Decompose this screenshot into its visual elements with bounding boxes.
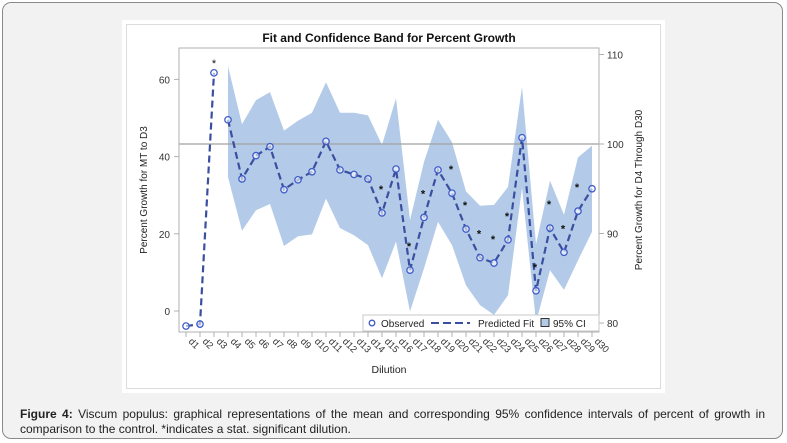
y-left-tick-label: 0 <box>164 307 170 318</box>
confidence-band <box>228 66 592 323</box>
observed-point <box>588 184 596 193</box>
legend: Observed Predicted Fit 95% CI <box>362 314 600 332</box>
observed-point <box>252 151 260 160</box>
y-right-tick-label: 110 <box>607 51 623 62</box>
observed-point <box>462 225 470 233</box>
observed-point <box>350 170 358 179</box>
observed-markers-layer <box>182 68 596 330</box>
legend-ci-label: 95% CI <box>553 319 586 330</box>
x-tick-label: d7 <box>270 336 285 351</box>
observed-point <box>378 209 386 217</box>
observed-point <box>322 137 330 146</box>
confidence-band-layer <box>228 66 592 323</box>
observed-point <box>504 235 512 244</box>
caption-text: Viscum populus: graphical representation… <box>20 407 765 436</box>
figure-caption: Figure 4: Viscum populus: graphical repr… <box>20 407 765 437</box>
significance-star: * <box>407 241 412 253</box>
legend-fit-label: Predicted Fit <box>478 319 534 330</box>
observed-point <box>336 166 344 174</box>
observed-point <box>224 115 232 124</box>
significance-markers-layer: * * * * * * * * * * * * * <box>212 58 580 274</box>
legend-box <box>362 314 600 332</box>
observed-point <box>210 68 218 77</box>
significance-star: * <box>421 188 426 200</box>
observed-point <box>266 142 274 151</box>
observed-point <box>364 175 372 183</box>
significance-star: * <box>561 223 566 235</box>
x-tick-label: d8 <box>284 336 299 351</box>
significance-star: * <box>477 229 482 241</box>
x-tick-label: d4 <box>228 336 243 351</box>
observed-point <box>574 207 582 215</box>
x-axis-label: Dilution <box>371 364 406 376</box>
legend-ci-symbol <box>540 318 550 327</box>
observed-point <box>476 253 484 262</box>
plot-frame <box>178 47 600 333</box>
x-tick-label: d9 <box>298 336 313 351</box>
observed-point <box>308 167 316 176</box>
x-tick-label: d1 <box>186 336 201 351</box>
y-right-tick-label: 90 <box>607 230 619 241</box>
x-tick-label: d30 <box>592 336 611 355</box>
significance-star: * <box>449 164 454 176</box>
significance-star: * <box>379 184 384 196</box>
x-tick-label: d2 <box>200 336 215 351</box>
y-left-tick-label: 20 <box>159 230 171 241</box>
observed-point <box>196 320 204 328</box>
observed-point <box>420 213 428 222</box>
observed-point <box>546 224 554 232</box>
significance-star: * <box>505 211 510 223</box>
observed-point <box>434 166 442 174</box>
observed-point <box>532 286 540 295</box>
y-left-tick-label: 40 <box>159 153 171 164</box>
significance-star: * <box>491 234 496 246</box>
y-left-tick-label: 60 <box>159 75 171 86</box>
x-tick-label: d6 <box>256 336 271 351</box>
observed-point <box>182 322 190 330</box>
y-right-tick-label: 80 <box>607 319 619 330</box>
chart-title: Fit and Confidence Band for Percent Grow… <box>262 31 515 45</box>
significance-star: * <box>463 200 468 212</box>
significance-star: * <box>533 262 538 274</box>
observed-point <box>238 175 246 183</box>
significance-star: * <box>212 58 217 70</box>
y-right-tick-label: 100 <box>607 140 624 151</box>
caption-label: Figure 4: <box>20 407 73 421</box>
observed-point <box>392 165 400 173</box>
observed-point <box>448 189 456 198</box>
significance-star: * <box>575 182 580 194</box>
legend-observed-label: Observed <box>381 319 424 330</box>
observed-point <box>518 133 526 142</box>
predicted-fit-line-left <box>185 72 216 328</box>
observed-point <box>294 175 302 184</box>
observed-point <box>280 185 288 194</box>
legend-observed-symbol <box>368 319 376 327</box>
x-tick-label: d5 <box>242 336 257 351</box>
y-axis-right-label: Percent Growth for D4 Through D30 <box>634 109 645 270</box>
x-tick-label: d3 <box>214 336 229 351</box>
significance-star: * <box>547 199 552 211</box>
chart-image-border <box>126 24 661 389</box>
observed-point <box>560 248 568 257</box>
observed-point <box>406 266 414 275</box>
observed-point <box>490 259 498 267</box>
y-axis-left-label: Percent Growth for MT to D3 <box>139 126 150 254</box>
